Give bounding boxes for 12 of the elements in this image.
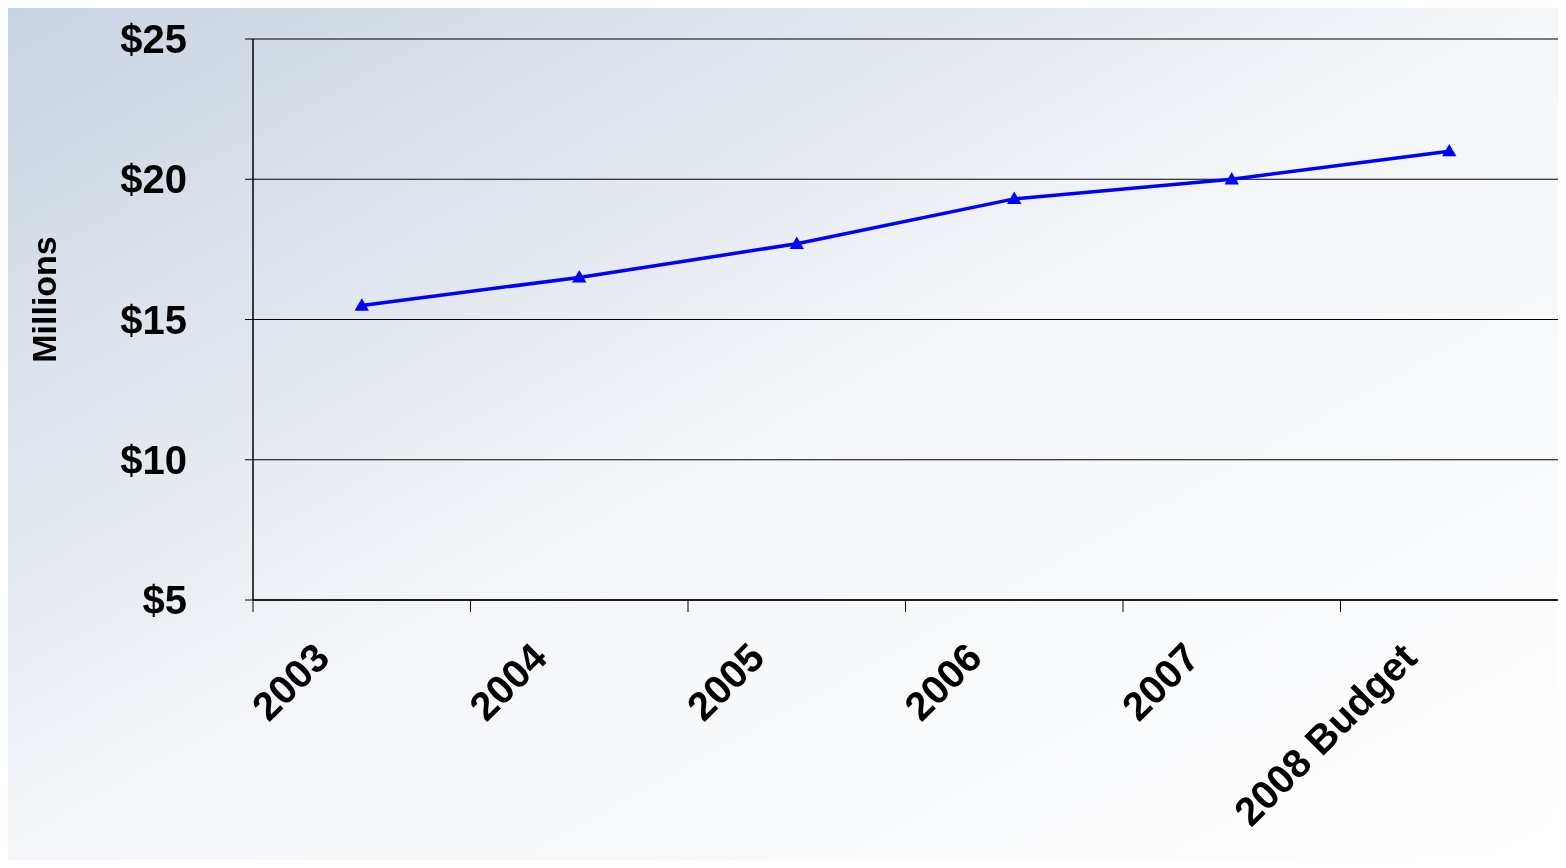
point xyxy=(572,270,587,283)
y-tick-label: $25 xyxy=(120,17,187,61)
y-tick-label: $20 xyxy=(120,157,187,202)
point xyxy=(1442,143,1457,157)
y-tick-label: $15 xyxy=(120,297,187,342)
y-tick-label: $10 xyxy=(120,437,187,482)
point xyxy=(1224,171,1239,185)
point xyxy=(789,236,804,249)
point xyxy=(354,298,369,311)
y-axis-title: Millions xyxy=(25,236,63,363)
point xyxy=(1007,191,1022,205)
y-tick-label: $5 xyxy=(142,578,187,622)
